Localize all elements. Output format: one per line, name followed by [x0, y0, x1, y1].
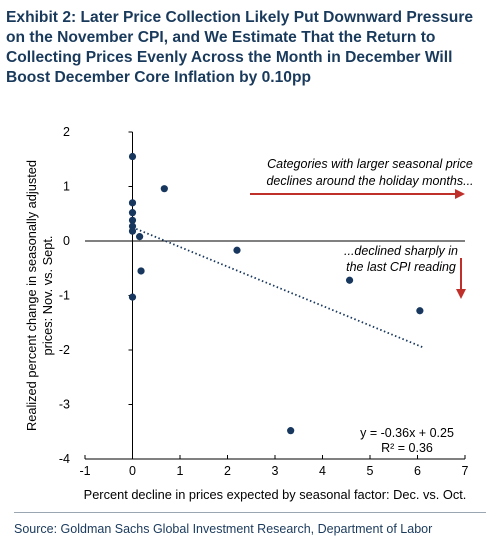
y-tick-label: 2: [63, 125, 70, 139]
annotation-right-arrowhead: [455, 189, 465, 199]
data-point: [233, 246, 241, 254]
trendline: [132, 226, 423, 348]
x-tick-label: -1: [79, 464, 90, 478]
source-divider: [14, 512, 486, 513]
y-tick-label: 1: [63, 180, 70, 194]
data-point: [137, 267, 145, 275]
annotations-layer: Categories with larger seasonal price dec…: [250, 157, 474, 455]
data-point: [345, 276, 354, 284]
x-axis-title: Percent decline in prices expected by se…: [84, 487, 467, 502]
y-axis-title-line-1: Realized percent change in seasonally ad…: [24, 160, 39, 431]
x-tick-label: 1: [177, 464, 184, 478]
regression-equation: y = -0.36x + 0.25: [360, 426, 454, 440]
x-tick-label: 7: [462, 464, 469, 478]
chart-title: Exhibit 2: Later Price Collection Likely…: [6, 9, 474, 86]
annotation-drop-text-line-2: the last CPI reading: [346, 260, 456, 274]
data-point: [287, 427, 295, 435]
data-point: [128, 199, 137, 207]
data-point: [160, 185, 168, 193]
x-tick-label: 3: [272, 464, 279, 478]
points-layer: [128, 152, 424, 435]
annotation-down-arrowhead: [456, 289, 466, 299]
x-tick-label: 5: [367, 464, 374, 478]
data-point: [416, 307, 424, 315]
annotation-drop-text-line-1: ...declined sharply in: [344, 244, 458, 258]
y-tick-label: -4: [59, 452, 70, 466]
axes: -4 -3 -2 -1 0 1 2 -1 0 1 2 3 4 5 6 7 Percent decline in …: [24, 125, 469, 502]
x-tick-label: 2: [224, 464, 231, 478]
y-tick-label: -2: [59, 343, 70, 357]
source-note: Source: Goldman Sachs Global Investment …: [14, 522, 433, 536]
data-point: [128, 216, 137, 224]
r-squared: R² = 0.36: [381, 441, 433, 455]
y-tick-label: 0: [63, 234, 70, 248]
annotation-arrow-text-line-2: declines around the holiday months...: [266, 174, 473, 188]
data-point: [136, 233, 144, 241]
y-axis-title-line-2: prices: Nov. vs. Sept.: [40, 236, 55, 356]
data-point: [128, 293, 137, 301]
x-tick-label: 0: [129, 464, 136, 478]
y-tick-label: -1: [59, 289, 70, 303]
data-point: [128, 227, 137, 235]
data-point: [128, 209, 137, 217]
scatter-chart: -4 -3 -2 -1 0 1 2 -1 0 1 2 3 4 5 6 7 Percent decline in …: [24, 125, 474, 502]
annotation-arrow-text-line-1: Categories with larger seasonal price: [267, 157, 473, 171]
trendline-layer: [132, 226, 423, 348]
y-tick-label: -3: [59, 398, 70, 412]
x-tick-label: 4: [319, 464, 326, 478]
x-tick-label: 6: [414, 464, 421, 478]
data-point: [128, 152, 137, 161]
